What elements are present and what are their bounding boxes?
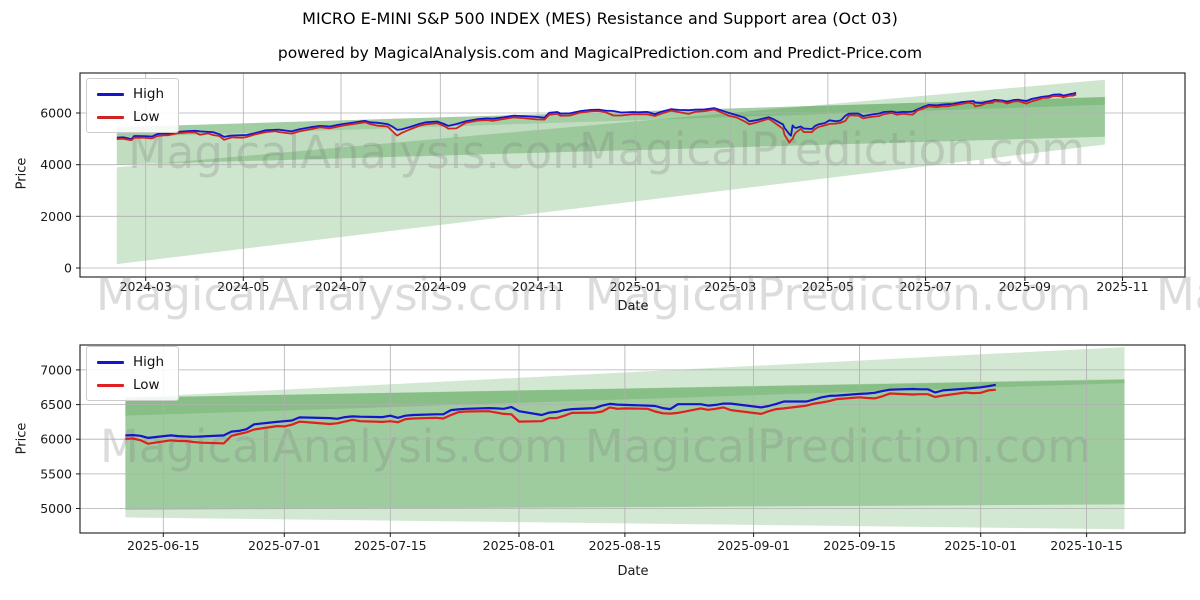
x-tick-label: 2025-06-15 — [127, 538, 200, 553]
x-tick-label: 2024-09 — [414, 279, 466, 294]
y-tick-label: 6000 — [40, 106, 72, 121]
figure-watermark-row: MagicalAnalysis.com MagicalPrediction.com… — [96, 268, 1200, 321]
x-tick-label: 2025-07-15 — [354, 538, 427, 553]
x-tick-label: 2024-07 — [315, 279, 367, 294]
legend-item-high: High — [97, 86, 164, 102]
x-tick-label: 2024-11 — [512, 279, 564, 294]
x-axis-label-top-chart: Date — [617, 299, 649, 314]
legend-item-low: Low — [97, 109, 164, 125]
x-tick-label: 2025-10-01 — [944, 538, 1017, 553]
full-history-chart: MagicalAnalysis.comMagicalPrediction.com… — [40, 72, 1186, 294]
x-tick-label: 2024-05 — [217, 279, 269, 294]
high-series-line — [125, 383, 996, 439]
high-line-swatch — [97, 360, 124, 364]
legend-label-high: High — [133, 354, 165, 370]
outer-support-fan — [116, 79, 1105, 265]
watermark-text: MagicalPrediction.com — [585, 420, 1091, 473]
watermark-text: MagicalAnalysis.com — [128, 126, 596, 179]
y-axis-label-top-chart: Price — [14, 157, 30, 190]
high-line-swatch — [97, 92, 124, 96]
inner-resistance-wedge — [116, 97, 1105, 138]
x-tick-label: 2025-09-01 — [717, 538, 790, 553]
recent-zoom-chart: MagicalAnalysis.com MagicalPrediction.com… — [40, 344, 1186, 553]
y-tick-label: 5000 — [40, 501, 72, 516]
low-series-line — [125, 388, 996, 445]
legend-label-low: Low — [133, 377, 160, 393]
legend-label-high: High — [133, 86, 165, 102]
watermark-text: MagicalAnalysis.com — [100, 420, 568, 473]
chart-title: MICRO E-MINI S&P 500 INDEX (MES) Resista… — [302, 9, 898, 28]
x-tick-label: 2025-10-15 — [1050, 538, 1123, 553]
x-tick-label: 2025-03 — [704, 279, 756, 294]
watermark-text: MagicalPrediction.com — [585, 268, 1091, 321]
y-tick-label: 7000 — [40, 362, 72, 377]
x-tick-label: 2025-11 — [1096, 279, 1148, 294]
plot-frame — [79, 344, 1186, 534]
y-tick-label: 5500 — [40, 466, 72, 481]
x-tick-label: 2025-08-15 — [589, 538, 662, 553]
x-tick-label: 2025-01 — [610, 279, 662, 294]
y-tick-label: 6500 — [40, 397, 72, 412]
legend-item-low: Low — [97, 377, 164, 393]
x-tick-label: 2025-08-01 — [483, 538, 556, 553]
x-tick-label: 2025-09-15 — [823, 538, 896, 553]
y-axis-label-bottom-chart: Price — [14, 422, 30, 455]
high-series-line — [116, 91, 1077, 140]
y-tick-label: 0 — [64, 260, 72, 275]
x-tick-label: 2025-07 — [899, 279, 951, 294]
y-tick-label: 4000 — [40, 157, 72, 172]
legend-bottom-chart: High Low — [86, 346, 180, 401]
x-tick-label: 2025-07-01 — [248, 538, 321, 553]
watermark-text: MagicalPrediction.com — [579, 123, 1085, 176]
y-tick-label: 6000 — [40, 432, 72, 447]
y-tick-label: 2000 — [40, 209, 72, 224]
low-line-swatch — [97, 383, 124, 387]
x-tick-label: 2025-05 — [802, 279, 854, 294]
x-tick-label: 2024-03 — [120, 279, 172, 294]
plot-frame — [79, 72, 1186, 278]
legend-item-high: High — [97, 354, 164, 370]
watermark-text: MagicalAnalysis.com — [96, 268, 564, 321]
x-tick-label: 2025-09 — [999, 279, 1051, 294]
legend-top-chart: High Low — [86, 78, 180, 133]
low-series-line — [116, 93, 1077, 144]
chart-subtitle: powered by MagicalAnalysis.com and Magic… — [277, 44, 923, 62]
legend-label-low: Low — [133, 109, 160, 125]
x-axis-label-bottom-chart: Date — [617, 564, 649, 579]
watermark-text: MagicalAnalysis.com — [1156, 268, 1200, 321]
low-line-swatch — [97, 115, 124, 119]
